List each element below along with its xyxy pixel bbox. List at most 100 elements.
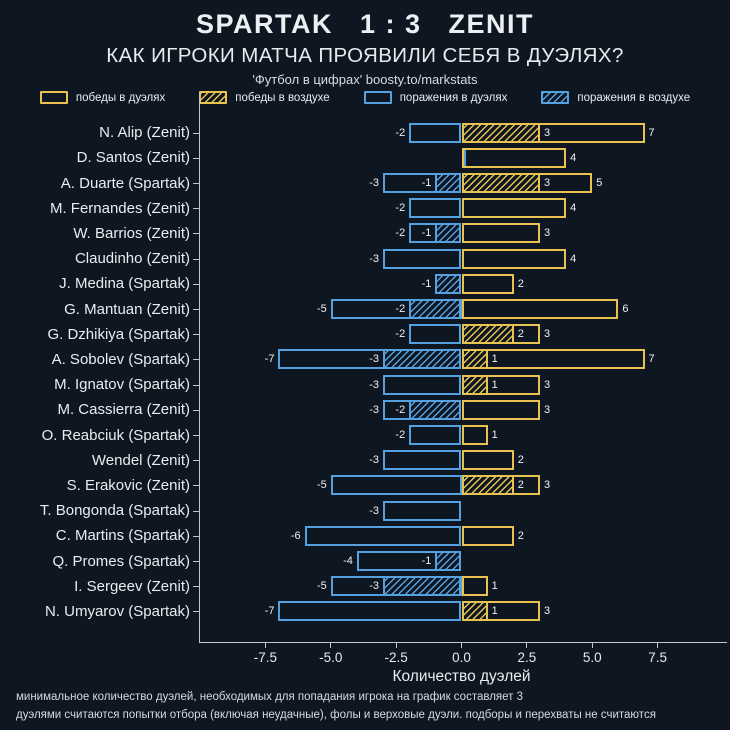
legend-label: победы в воздухе xyxy=(235,91,330,104)
player-name: Claudinho (Zenit) xyxy=(74,250,190,268)
x-tick-label: 5.0 xyxy=(582,650,602,665)
player-name: S. Erakovic (Zenit) xyxy=(66,476,190,494)
player-name: M. Fernandes (Zenit) xyxy=(49,199,190,217)
player-name: N. Umyarov (Spartak) xyxy=(44,602,190,620)
bar-duel-wins xyxy=(461,198,567,219)
value-duel-wins: 4 xyxy=(570,151,577,164)
value-duel-wins: 4 xyxy=(570,252,577,265)
y-tick-mark xyxy=(193,485,199,487)
y-tick-mark xyxy=(193,535,199,537)
bar-air-wins xyxy=(461,324,514,345)
player-name: T. Bongonda (Spartak) xyxy=(39,502,190,520)
legend-label: поражения в дуэлях xyxy=(399,91,508,104)
bar-duel-wins xyxy=(461,248,567,269)
outline-swatch-icon xyxy=(363,91,392,104)
x-tick-label: -7.5 xyxy=(253,650,277,665)
value-air-wins: 1 xyxy=(491,378,498,391)
bar-duel-losses xyxy=(409,122,462,143)
value-duel-losses: -3 xyxy=(369,403,380,416)
legend-label: поражения в воздухе xyxy=(577,91,691,104)
value-duel-losses: -5 xyxy=(316,580,327,593)
value-air-wins: 2 xyxy=(517,479,524,492)
value-duel-wins: 2 xyxy=(517,454,524,467)
y-tick-mark xyxy=(193,611,199,613)
match-title: SPARTAK 1 : 3 ZENIT xyxy=(195,9,535,39)
value-duel-losses: -2 xyxy=(395,328,406,341)
source-credit: 'Футбол в цифрах' boosty.to/markstats xyxy=(252,72,478,87)
x-tick-label: 0.0 xyxy=(452,650,471,665)
value-air-wins: 2 xyxy=(517,328,524,341)
legend: победы в дуэлях победы в воздухе поражения… xyxy=(0,91,730,104)
outline-swatch-icon xyxy=(39,91,68,104)
bar-duel-wins xyxy=(461,147,567,168)
player-name: C. Martins (Spartak) xyxy=(55,527,190,545)
bar-air-wins xyxy=(461,349,488,370)
player-name: A. Sobolev (Spartak) xyxy=(51,350,190,368)
bar-duel-losses xyxy=(383,500,462,521)
bar-duel-wins xyxy=(461,273,514,294)
y-axis-spine xyxy=(199,92,200,642)
bar-air-losses xyxy=(435,173,462,193)
x-tick-mark xyxy=(526,643,528,648)
value-duel-wins: 1 xyxy=(491,580,498,593)
player-name: I. Sergeev (Zenit) xyxy=(74,577,190,595)
bar-duel-wins xyxy=(461,450,514,471)
value-air-wins: 1 xyxy=(491,353,498,366)
value-duel-losses: -7 xyxy=(264,605,275,618)
bar-air-wins xyxy=(461,601,488,622)
x-tick-label: -5.0 xyxy=(319,650,343,665)
player-name: N. Alip (Zenit) xyxy=(99,124,190,142)
y-tick-mark xyxy=(193,561,199,562)
value-duel-losses: -3 xyxy=(369,177,380,189)
value-air-losses: -1 xyxy=(421,555,432,567)
bar-duel-losses xyxy=(409,324,462,345)
value-duel-wins: 3 xyxy=(543,403,551,416)
value-duel-wins: 2 xyxy=(517,529,524,542)
player-name: M. Ignatov (Spartak) xyxy=(54,376,190,394)
bar-duel-wins xyxy=(461,576,488,597)
value-duel-wins: 6 xyxy=(622,303,629,315)
value-air-wins: 1 xyxy=(491,605,498,618)
value-duel-losses: -3 xyxy=(369,454,380,467)
y-tick-mark xyxy=(193,334,199,336)
y-tick-mark xyxy=(193,183,199,184)
player-name: D. Santos (Zenit) xyxy=(76,149,190,167)
value-duel-wins: 3 xyxy=(543,378,551,391)
y-tick-mark xyxy=(193,258,199,260)
y-tick-mark xyxy=(193,359,199,361)
bar-duel-wins xyxy=(461,223,540,244)
value-duel-wins: 3 xyxy=(543,328,551,341)
y-tick-mark xyxy=(193,132,199,134)
x-tick-mark xyxy=(591,643,593,648)
legend-item: победы в дуэлях xyxy=(39,91,166,104)
bar-air-wins xyxy=(461,122,540,143)
player-name: Q. Promes (Spartak) xyxy=(52,552,190,570)
y-tick-mark xyxy=(193,208,199,210)
bar-duel-losses xyxy=(278,601,462,622)
value-duel-losses: -3 xyxy=(369,252,380,265)
bar-air-losses xyxy=(435,551,462,571)
bar-duel-wins xyxy=(461,349,645,370)
value-duel-losses: -3 xyxy=(369,504,380,517)
footnote-line-1: минимальное количество дуэлей, необходим… xyxy=(16,691,524,703)
value-duel-losses: -2 xyxy=(395,126,406,139)
value-duel-losses: -6 xyxy=(290,529,301,542)
bar-air-losses xyxy=(435,223,462,244)
value-air-losses: -3 xyxy=(369,353,380,366)
x-tick-label: -2.5 xyxy=(384,650,408,665)
value-duel-losses: -1 xyxy=(421,277,432,290)
value-air-losses: -2 xyxy=(395,303,406,315)
value-duel-losses: -3 xyxy=(369,378,380,391)
x-tick-mark xyxy=(330,643,332,648)
player-name: J. Medina (Spartak) xyxy=(59,275,190,293)
legend-label: победы в дуэлях xyxy=(75,91,166,104)
value-duel-wins: 3 xyxy=(543,605,551,618)
bar-duel-losses xyxy=(383,374,462,395)
bar-duel-losses xyxy=(304,525,462,546)
value-duel-wins: 4 xyxy=(570,202,577,215)
value-duel-losses: -2 xyxy=(395,202,406,215)
legend-item: поражения в воздухе xyxy=(541,91,690,104)
bar-duel-losses xyxy=(409,198,462,219)
bar-duel-losses xyxy=(383,248,462,269)
